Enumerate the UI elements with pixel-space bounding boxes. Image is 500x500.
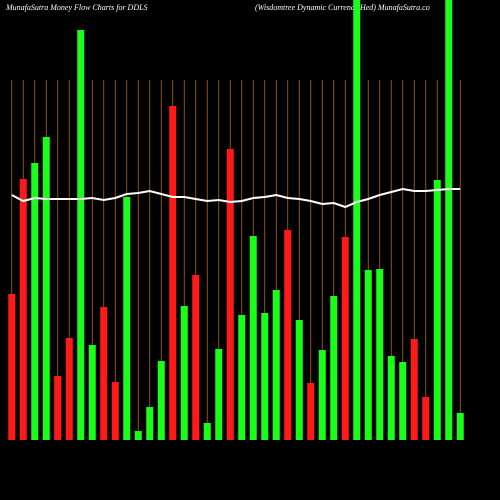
bar [19, 179, 27, 440]
bar [123, 197, 131, 440]
bar [330, 296, 338, 440]
bar [249, 236, 257, 440]
bar [433, 180, 441, 440]
money-flow-line [11, 187, 461, 209]
chart-subtitle: (Wisdomtree Dynamic Currency Hed) Munafa… [255, 3, 430, 12]
chart-title: MunafaSutra Money Flow Charts for DDLS [5, 3, 148, 12]
bar [238, 315, 246, 440]
bar [318, 350, 326, 440]
bar [31, 163, 39, 440]
bar [169, 106, 177, 440]
bar [146, 407, 154, 440]
bar [387, 356, 395, 440]
bar [353, 0, 361, 440]
bar [8, 294, 16, 440]
bar [111, 382, 119, 440]
bar [341, 237, 349, 440]
bar [261, 313, 269, 440]
bar [410, 339, 418, 440]
bar [226, 149, 234, 440]
bar [284, 230, 292, 440]
bar [157, 361, 165, 440]
bar [456, 413, 464, 440]
bar [376, 269, 384, 440]
bar [215, 349, 223, 440]
bar [54, 376, 62, 440]
bar [422, 397, 430, 440]
bar [307, 383, 315, 440]
bar [399, 362, 407, 440]
bar [42, 137, 50, 440]
bar [180, 306, 188, 440]
bar [134, 431, 142, 440]
bar [364, 270, 372, 440]
bar [203, 423, 211, 440]
bar [295, 320, 303, 440]
bar [88, 345, 96, 440]
bar [77, 30, 85, 440]
bar [272, 290, 280, 440]
bar [445, 0, 453, 440]
bar [65, 338, 73, 440]
bar [192, 275, 200, 440]
bar [100, 307, 108, 440]
